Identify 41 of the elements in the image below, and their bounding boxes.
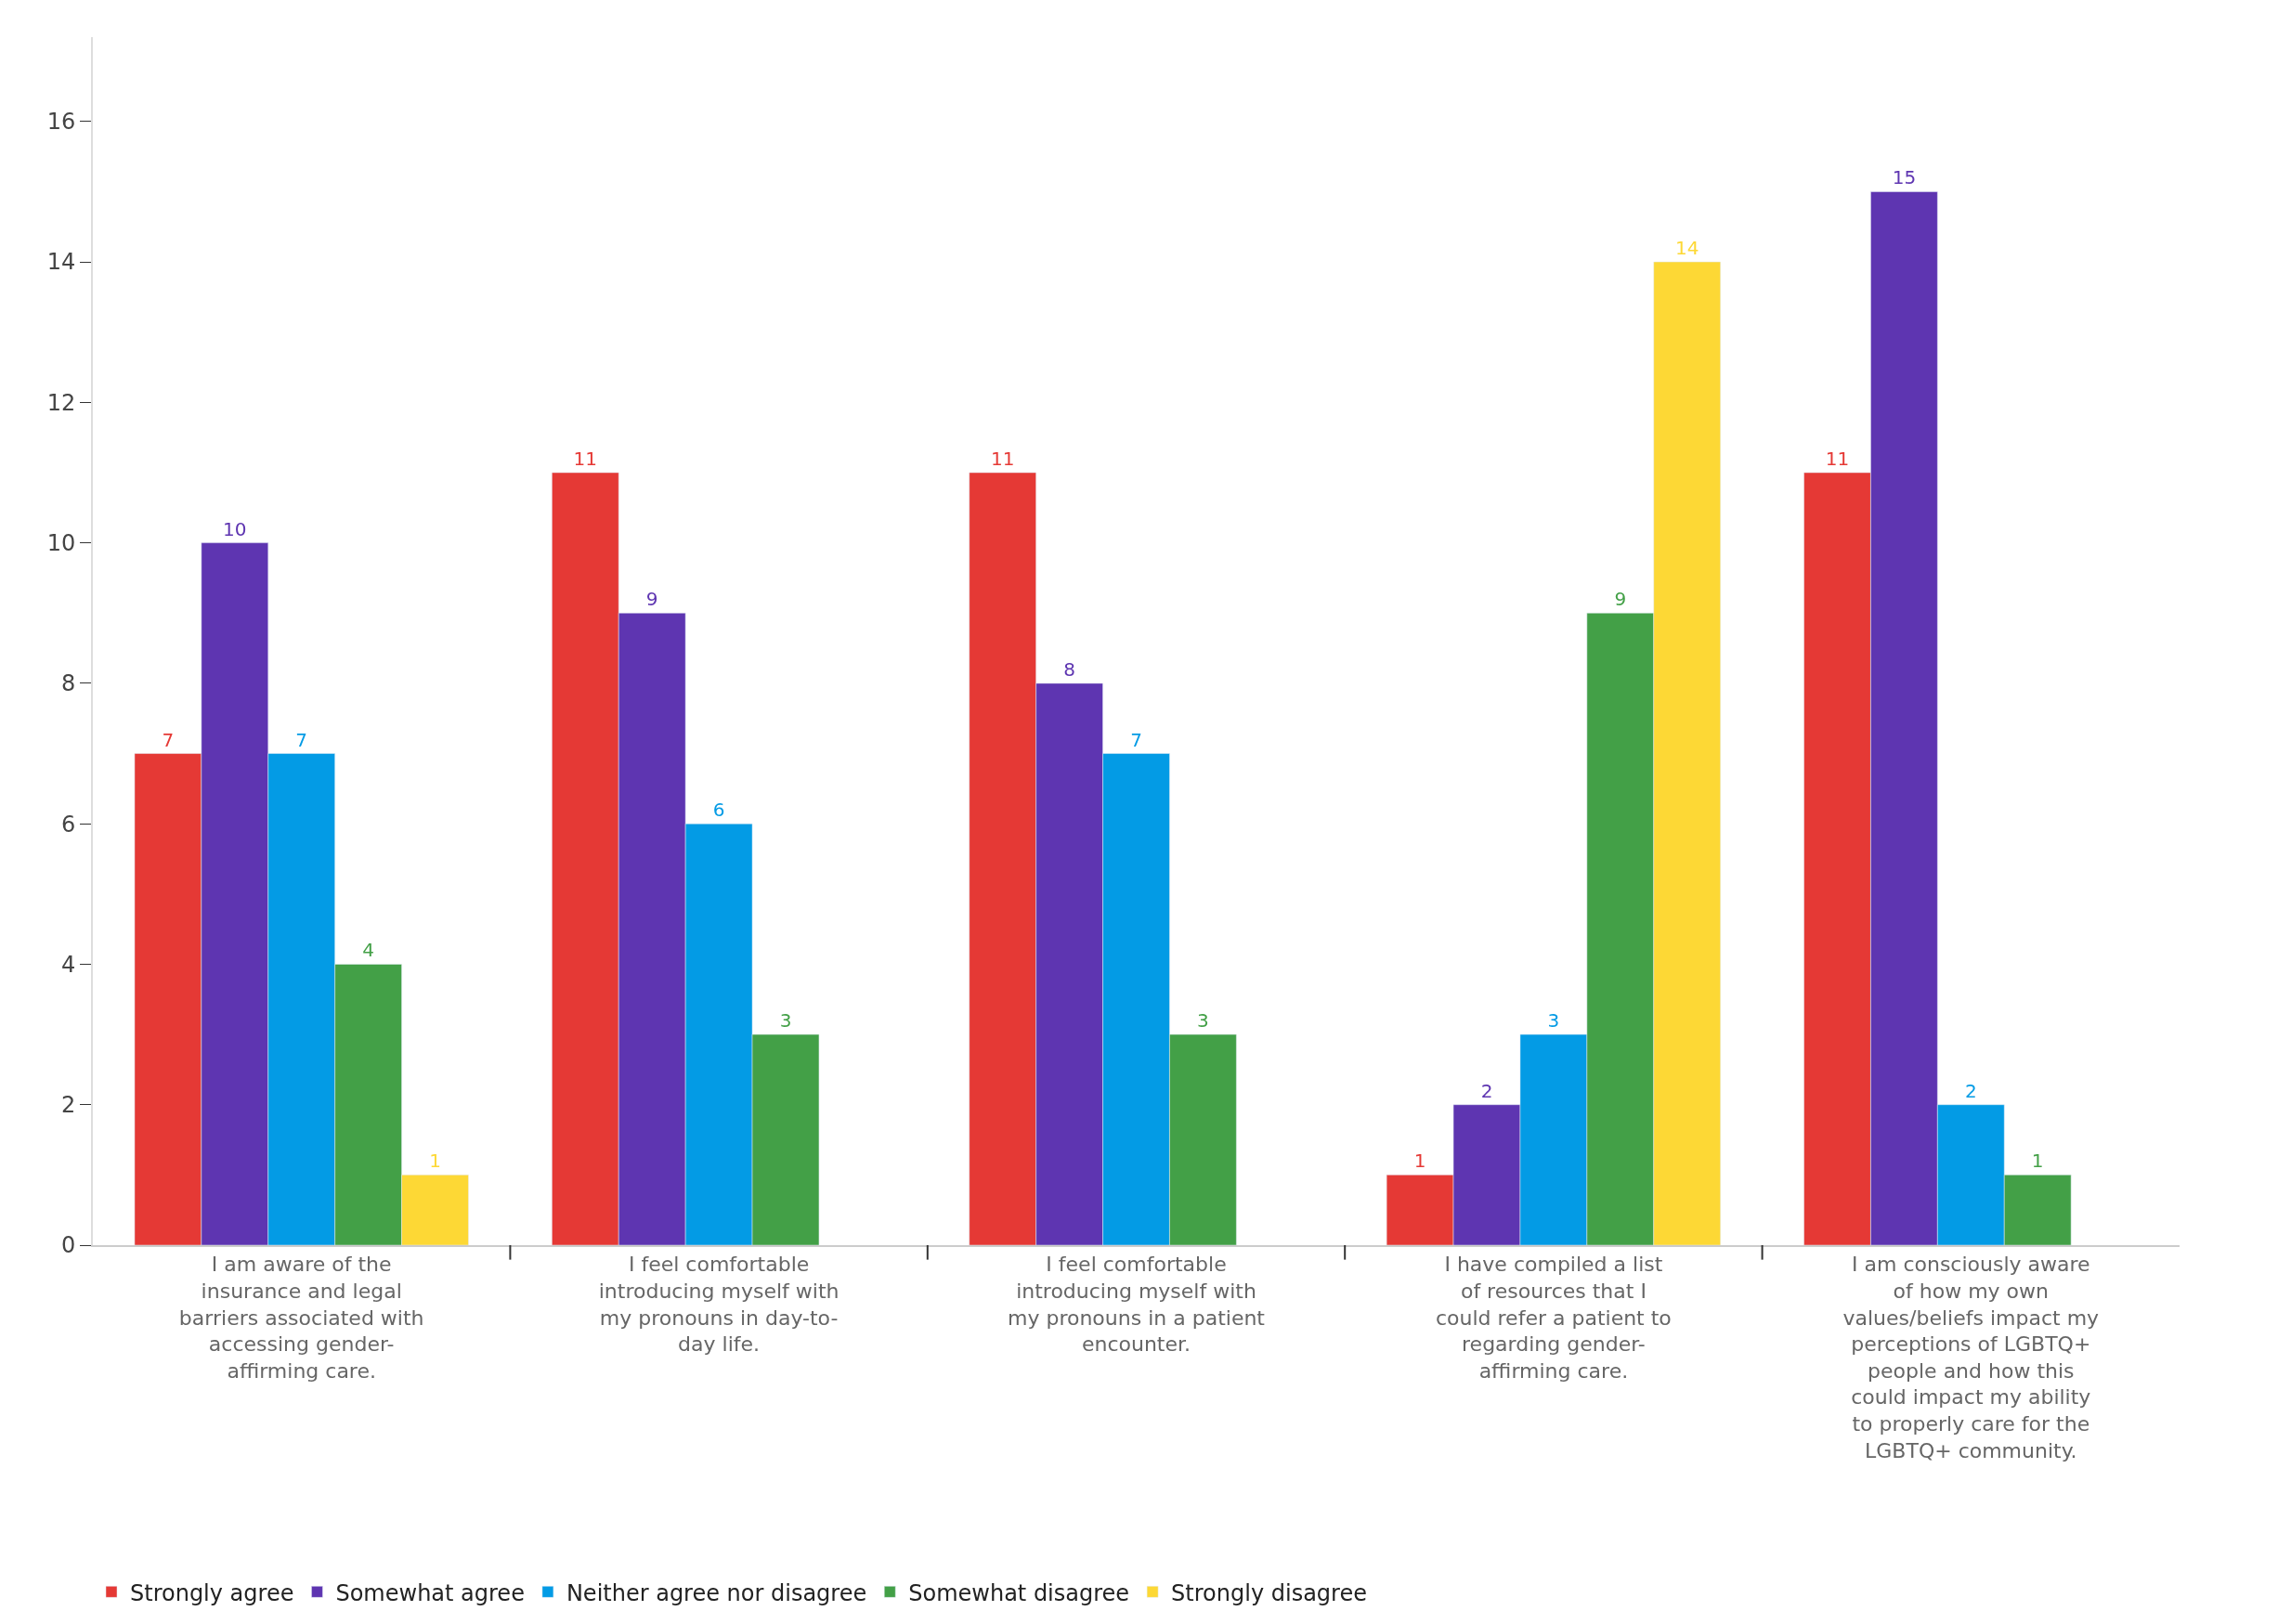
data-label: 1: [2031, 1150, 2044, 1173]
data-label: 9: [645, 588, 658, 611]
x-tick-label: I feel comfortable introducing myself with my pronouns in day-to-day life.: [598, 1253, 840, 1357]
x-tick-label: I have compiled a list of resources that I could refer a patient to regarding gender-affirming care.: [1435, 1253, 1672, 1383]
data-label: 2: [1480, 1079, 1493, 1102]
legend-label: Neither agree nor disagree: [566, 1579, 867, 1606]
legend-label: Strongly agree: [130, 1579, 294, 1606]
legend-label: Strongly disagree: [1171, 1579, 1367, 1606]
y-tick-label: 16: [46, 109, 76, 136]
data-label: 15: [1892, 166, 1917, 189]
data-label: 3: [779, 1009, 792, 1033]
y-tick-label: 10: [46, 530, 76, 556]
y-tick-label: 12: [46, 389, 76, 416]
x-tick-label: I am aware of the insurance and legal barriers associated with accessing gender-affirming care.: [178, 1253, 424, 1383]
data-label: 7: [295, 728, 308, 751]
data-label: 3: [1547, 1009, 1560, 1033]
data-label: 1: [1413, 1150, 1426, 1173]
data-label: 14: [1674, 237, 1699, 260]
y-tick-label: 0: [60, 1232, 76, 1259]
legend-label: Somewhat agree: [335, 1579, 525, 1606]
y-tick-label: 2: [60, 1092, 76, 1119]
data-label: 7: [1130, 728, 1142, 751]
y-tick-label: 14: [46, 249, 76, 276]
data-label: 3: [1197, 1009, 1209, 1033]
data-label: 4: [362, 939, 374, 962]
y-tick-label: 4: [60, 951, 76, 978]
data-label: 6: [712, 799, 725, 822]
data-label: 11: [990, 447, 1015, 470]
x-tick-label: I am consciously aware of how my own values/beliefs impact my perceptions of LGBTQ+ people and how this could impact my ability to properly care for the LGBTQ+ community.: [1842, 1253, 2100, 1462]
data-label: 2: [1964, 1079, 1977, 1102]
data-label: 8: [1063, 657, 1075, 681]
data-label: 11: [1825, 447, 1850, 470]
data-label: 9: [1614, 588, 1627, 611]
x-tick-label: I feel comfortable introducing myself with my pronouns in a patient encounter.: [1008, 1253, 1266, 1357]
data-label: 7: [162, 728, 175, 751]
y-tick-label: 6: [60, 811, 76, 838]
data-label: 10: [223, 517, 247, 540]
legend-label: Somewhat disagree: [908, 1579, 1130, 1606]
data-label: 11: [573, 447, 598, 470]
data-label: 1: [429, 1150, 441, 1173]
y-tick-label: 8: [60, 670, 76, 697]
